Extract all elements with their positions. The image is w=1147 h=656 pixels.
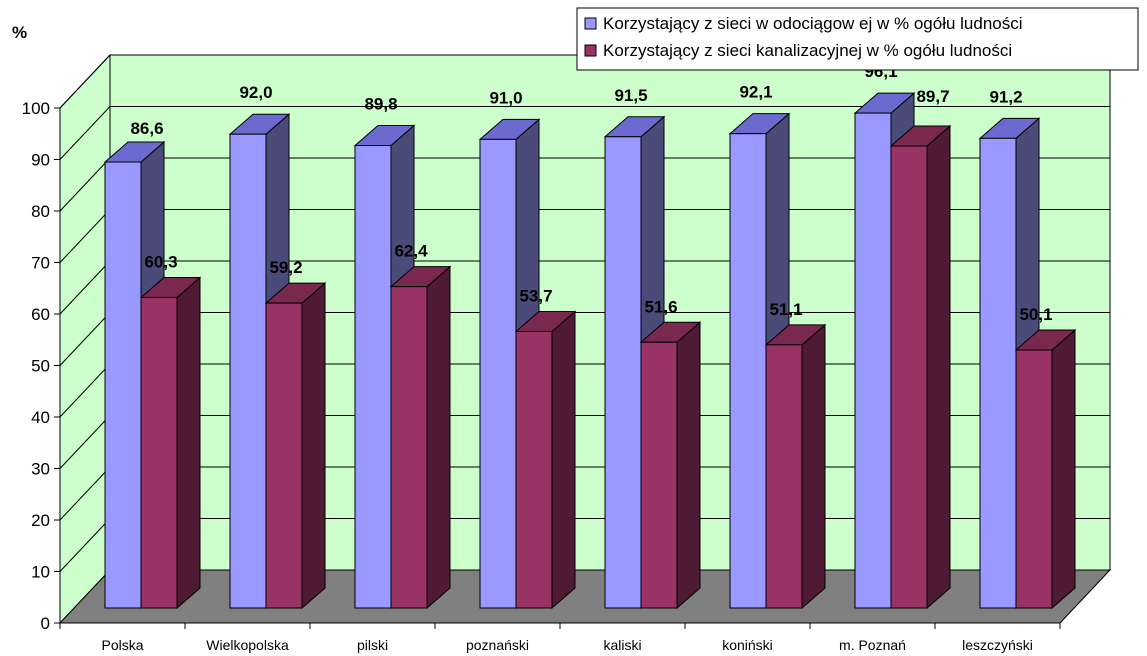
data-label: 53,7 [519, 286, 552, 305]
bar-front [854, 112, 892, 609]
y-tick-label: 30 [31, 460, 50, 479]
bar-sewage [639, 321, 702, 610]
bar-front [640, 341, 678, 609]
bar-side [801, 323, 826, 610]
bar-front [765, 344, 803, 609]
data-labels: 86,692,089,8 91,0 91,5 92,196,191,260,3 59,2… [130, 62, 1052, 324]
gridline-side [59, 415, 111, 469]
gridline-side [59, 466, 111, 521]
chart-walls [58, 53, 1112, 625]
bar-sewage [514, 310, 577, 610]
bar-front [140, 296, 178, 609]
bar-sewage [389, 265, 452, 610]
x-tick-label: m. Poznań [839, 637, 906, 653]
data-label: 92,0 [239, 83, 272, 102]
bar-front [354, 145, 392, 609]
data-label: 91,5 [614, 86, 647, 105]
gridline-side [59, 157, 111, 212]
bar-front [390, 286, 428, 609]
y-tick-label: 100 [22, 99, 50, 118]
data-label: 86,6 [130, 119, 163, 138]
data-label: 91,2 [989, 87, 1022, 106]
y-tick-label: 80 [31, 202, 50, 221]
bars [103, 91, 1077, 610]
gridline-side [59, 363, 111, 418]
y-tick-label: 0 [41, 614, 50, 633]
data-label: 51,1 [769, 300, 802, 319]
y-tick-labels: 0 10 20 30 40 50 60 70 80 90 100 [22, 99, 50, 633]
gridline-side [59, 54, 111, 109]
bar-sewage [889, 124, 952, 610]
gridline-side [59, 106, 111, 160]
bar-front [515, 330, 553, 609]
x-tick-label: poznański [466, 637, 529, 653]
y-tick-label: 20 [31, 511, 50, 530]
bar-front [729, 133, 767, 609]
bar-front [890, 145, 928, 609]
bar-side [301, 282, 326, 610]
y-tick-label: 60 [31, 305, 50, 324]
legend-label-sewage: Korzystający z sieci kanalizacyjnej w % … [603, 41, 1012, 60]
bar-front [479, 138, 517, 609]
bar-front [604, 136, 642, 609]
bar-front [979, 137, 1017, 609]
x-tick-label: Wielkopolska [206, 637, 289, 653]
y-tick-label: 50 [31, 357, 50, 376]
legend-box [576, 7, 1139, 71]
x-tick-label: Polska [101, 637, 143, 653]
bar-sewage [764, 323, 827, 610]
legend: Korzystający z sieci w odociągow ej w % … [576, 7, 1139, 71]
bar-front [265, 302, 303, 609]
legend-label-water: Korzystający z sieci w odociągow ej w % … [603, 14, 1023, 33]
y-tick-label: 90 [31, 151, 50, 170]
bar-front [104, 161, 142, 609]
x-tick-label: pilski [357, 637, 388, 653]
data-label: 91,0 [489, 88, 522, 107]
bar-side [551, 310, 576, 610]
y-axis-label: % [12, 23, 27, 42]
gridline-side [59, 312, 111, 366]
bar-front [229, 133, 267, 609]
gridline-side [59, 209, 111, 263]
data-label: 50,1 [1019, 305, 1052, 324]
data-label: 60,3 [144, 252, 177, 271]
bar-sewage [139, 276, 202, 610]
x-tick-label: kaliski [603, 637, 641, 653]
floor [58, 569, 1112, 624]
bar-sewage [264, 282, 327, 610]
bar-side [676, 321, 701, 610]
legend-swatch-water [584, 17, 597, 30]
bar-side [176, 276, 201, 610]
data-label: 89,8 [364, 95, 397, 114]
y-tick-label: 10 [31, 563, 50, 582]
data-label: 62,4 [394, 242, 428, 261]
data-label: 92,1 [739, 83, 772, 102]
bar-side [926, 124, 951, 610]
bar-side [426, 265, 451, 610]
bar-side [1051, 328, 1076, 610]
axes [54, 107, 1061, 629]
y-tick-label: 70 [31, 254, 50, 273]
bar-sewage [1014, 328, 1077, 610]
x-tick-label: koniński [722, 637, 773, 653]
x-tick-label: leszczyński [962, 637, 1033, 653]
data-label: 51,6 [644, 297, 677, 316]
bar-front [1015, 349, 1053, 609]
y-tick-label: 40 [31, 408, 50, 427]
gridline-side [59, 260, 111, 315]
data-label: 59,2 [269, 258, 302, 277]
x-tick-labels: Polska Wielkopolska pilski poznański kaliski… [101, 637, 1032, 653]
data-label: 89,7 [916, 87, 949, 106]
gridline-side [59, 518, 111, 572]
legend-swatch-sewage [584, 44, 597, 57]
